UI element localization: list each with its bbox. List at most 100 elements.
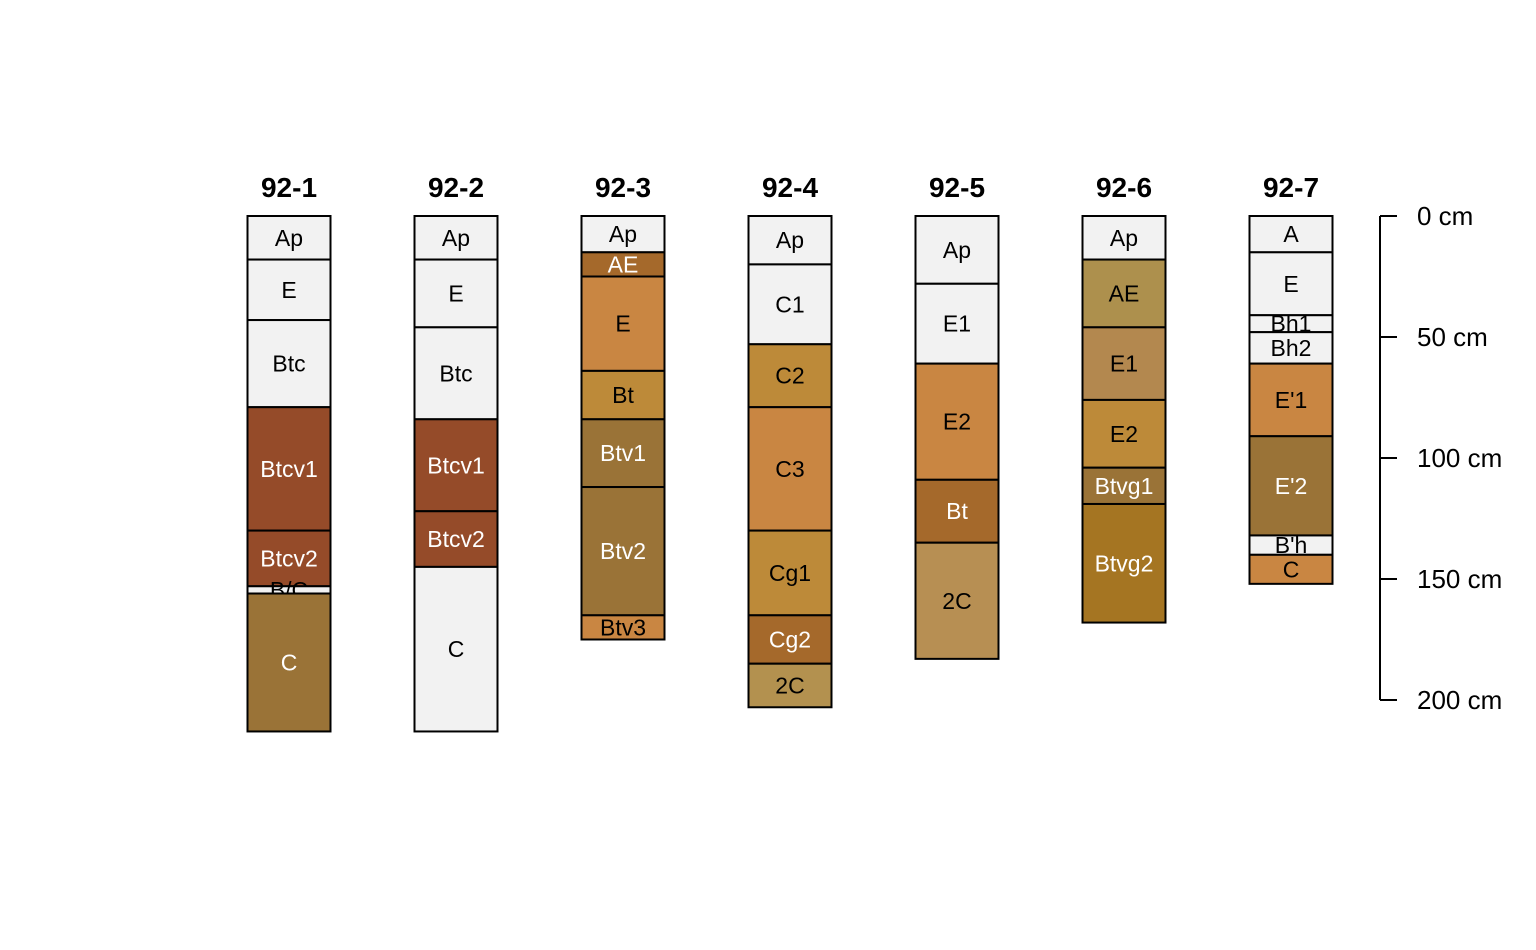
horizon-label: Btc [272,351,305,377]
horizon-ap [246,215,332,261]
horizon-e2 [1081,398,1167,469]
horizon-btvg2 [1081,502,1167,624]
horizon-ae [580,251,666,278]
horizon-label: Ap [943,237,971,263]
horizon-label: Bt [612,382,634,408]
horizon-label: E [1283,271,1298,297]
horizon-label: Btcv1 [260,456,318,482]
horizon-label: Bh2 [1271,335,1312,361]
horizon-label: Ap [609,221,637,247]
horizon-label: Btcv2 [260,545,318,571]
horizon-label: 2C [942,588,971,614]
horizon-e1 [1248,362,1334,438]
horizon-label: E'2 [1275,473,1308,499]
horizon-label: Cg2 [769,627,811,653]
horizon-e1 [1081,326,1167,401]
profile-92-5: 92-5 Ap E1 E2 Bt 2C [914,172,1000,660]
horizon-ap [580,215,666,254]
horizon-btvg1 [1081,466,1167,505]
horizon-label: Btc [439,360,472,386]
horizon-label: A [1283,221,1299,247]
horizon-label: B'h [1275,532,1308,558]
horizon-label: Ap [442,225,470,251]
horizon-e2 [914,362,1000,481]
horizon-e2 [1248,435,1334,537]
horizon-label: Ap [776,227,804,253]
horizon-c3 [747,406,833,532]
axis-tick-label: 200 cm [1417,685,1502,715]
horizon-label: E2 [1110,421,1138,447]
horizon-label: E [448,280,463,306]
horizon-btv1 [580,418,666,489]
axis-tick-label: 150 cm [1417,564,1502,594]
profiles-group: 92-1ApEBtcBtcv1Btcv2B/CC92-2ApEBtcBtcv1B… [246,172,1334,733]
horizon-e [1248,251,1334,317]
horizon-label: Cg1 [769,560,811,586]
horizon-e1 [914,282,1000,365]
horizon-label: E1 [1110,351,1138,377]
axis-tick-label: 50 cm [1417,322,1488,352]
horizon-c2 [747,343,833,409]
horizon-c [413,565,499,733]
profile-92-3: 92-3 Ap AE E Bt Btv1 Btv2 Btv3 [580,172,666,641]
depth-axis: 0 cm 50 cm 100 cm 150 cm 200 cm [1379,201,1502,715]
horizon-label: C3 [775,456,804,482]
horizon-label: AE [608,251,639,277]
horizon-label: E'1 [1275,387,1308,413]
horizon-c [1248,553,1334,585]
horizon-label: Btcv2 [427,526,485,552]
horizon-label: Btv1 [600,440,646,466]
axis-tick-label: 100 cm [1417,443,1502,473]
horizon-label: C2 [775,363,804,389]
horizon-label: Ap [1110,225,1138,251]
horizon-btc [413,326,499,421]
horizon-label: C [448,636,465,662]
horizon-label: C [281,649,298,675]
horizon-cg2 [747,614,833,665]
horizon-label: E2 [943,409,971,435]
horizon-ae [1081,258,1167,329]
horizon-label: Btcv1 [427,452,485,478]
horizon-c [246,592,332,733]
horizon-label: E [281,277,296,303]
horizon-btv2 [580,486,666,617]
profile-title: 92-7 [1263,172,1319,203]
horizon-label: C1 [775,291,804,317]
horizon-label: Btv3 [600,614,646,640]
horizon-ap [747,215,833,266]
profile-92-2: 92-2 Ap E Btc Btcv1 Btcv2 C [413,172,499,733]
horizon-label: C [1283,556,1300,582]
profile-92-4: 92-4 Ap C1 C2 C3 Cg1 Cg2 2C [747,172,833,709]
horizon-btcv1 [413,418,499,513]
horizon-2c [914,541,1000,660]
profile-title: 92-5 [929,172,985,203]
horizon-label: 2C [775,672,804,698]
profile-92-6: 92-6 Ap AE E1 E2 Btvg1 Btvg2 [1081,172,1167,624]
horizon-label: AE [1109,280,1140,306]
horizon-label: E [615,311,630,337]
horizon-label: Btv2 [600,538,646,564]
horizon-label: Btvg1 [1095,473,1154,499]
horizon-label: Ap [275,225,303,251]
profile-title: 92-2 [428,172,484,203]
profile-title: 92-1 [261,172,317,203]
horizon-bt [580,369,666,421]
axis-tick-label: 0 cm [1417,201,1473,231]
horizon-btcv1 [246,406,332,532]
horizon-e [413,258,499,329]
profile-title: 92-3 [595,172,651,203]
horizon-2c [747,662,833,709]
horizon-label: E1 [943,311,971,337]
horizon-btv3 [580,614,666,641]
horizon-label: Btvg2 [1095,550,1154,576]
horizon-ap [914,215,1000,285]
profile-title: 92-6 [1096,172,1152,203]
horizon-label: Bt [946,498,968,524]
profile-title: 92-4 [762,172,818,203]
horizon-e [580,275,666,372]
horizon-e [246,258,332,322]
horizon-bt [914,478,1000,544]
